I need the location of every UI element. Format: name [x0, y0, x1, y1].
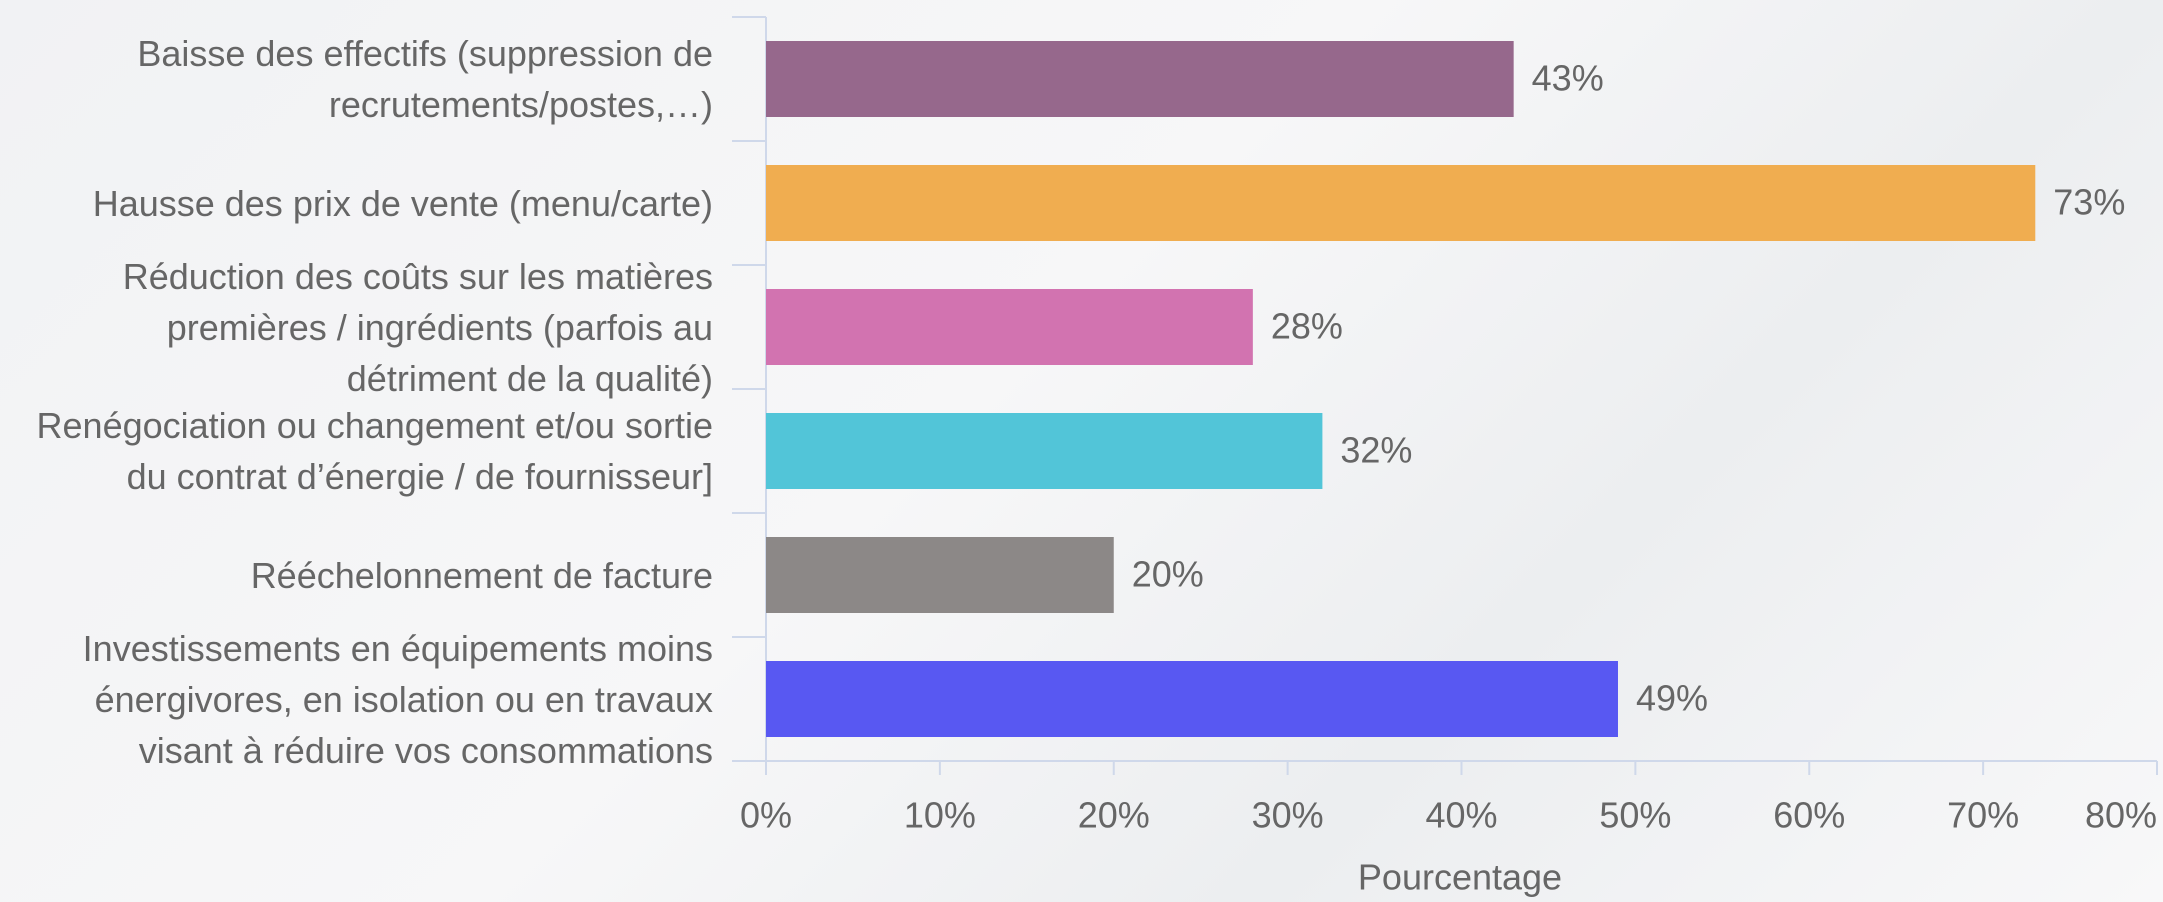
value-label: 49% [1636, 678, 1708, 719]
value-label: 43% [1532, 58, 1604, 99]
x-tick-label: 80% [2085, 795, 2157, 836]
value-label: 32% [1340, 430, 1412, 471]
category-label: Hausse des prix de vente (menu/carte) [92, 182, 713, 224]
x-tick-label: 70% [1947, 795, 2019, 836]
x-tick-label: 60% [1773, 795, 1845, 836]
value-label: 28% [1271, 306, 1343, 347]
bar [766, 537, 1114, 613]
x-tick-label: 10% [904, 795, 976, 836]
x-tick-label: 40% [1425, 795, 1497, 836]
category-label: Rééchelonnement de facture [250, 554, 713, 596]
category-label: Renégociation ou changement et/ou sortie… [36, 405, 713, 497]
x-tick-label: 0% [740, 795, 792, 836]
bar [766, 413, 1323, 489]
bar [766, 661, 1618, 737]
category-label: Réduction des coûts sur les matières pre… [122, 255, 713, 399]
x-tick-label: 50% [1599, 795, 1671, 836]
x-tick-label: 30% [1252, 795, 1324, 836]
value-label: 20% [1132, 554, 1204, 595]
category-label: Investissements en équipements moins éne… [82, 627, 713, 771]
bar [766, 165, 2036, 241]
value-label: 73% [2053, 182, 2125, 223]
category-label: Baisse des effectifs (suppression de rec… [137, 33, 713, 125]
bar [766, 41, 1514, 117]
bar [766, 289, 1253, 365]
x-tick-label: 20% [1078, 795, 1150, 836]
x-axis-title: Pourcentage [1358, 857, 1562, 898]
